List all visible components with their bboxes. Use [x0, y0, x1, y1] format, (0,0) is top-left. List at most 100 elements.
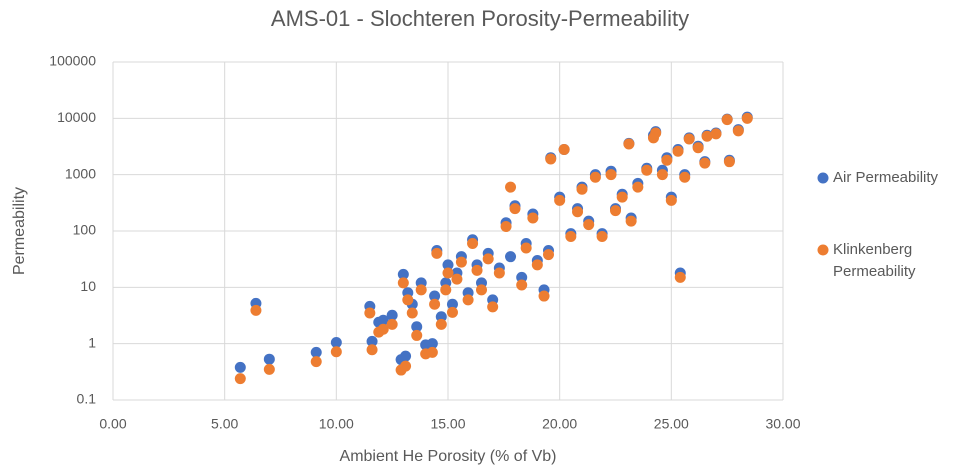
data-point [732, 125, 744, 137]
data-point [406, 307, 418, 319]
data-point [505, 181, 517, 193]
data-point [723, 156, 735, 168]
legend-label: Air Permeability [833, 169, 939, 186]
data-point [558, 143, 570, 155]
data-point [400, 360, 412, 372]
data-point [263, 353, 275, 365]
data-point [683, 133, 695, 145]
x-tick-label: 25.00 [654, 416, 689, 432]
data-point [455, 256, 467, 268]
data-point [442, 259, 454, 271]
data-point [377, 314, 389, 326]
data-point [505, 251, 517, 263]
data-point [509, 203, 521, 215]
data-point [596, 230, 608, 242]
data-point [554, 194, 566, 206]
data-point [330, 336, 342, 348]
data-point [741, 112, 753, 124]
data-point [482, 253, 494, 265]
x-tick-label: 5.00 [211, 416, 238, 432]
y-tick-label: 100 [73, 222, 97, 238]
data-point [442, 267, 454, 279]
data-point [446, 306, 458, 318]
data-point [431, 247, 443, 259]
data-point [250, 304, 262, 316]
x-tick-label: 10.00 [319, 416, 354, 432]
data-point [411, 321, 423, 333]
data-point [565, 230, 577, 242]
data-point [411, 329, 423, 341]
data-point [531, 259, 543, 271]
data-point [527, 212, 539, 224]
data-point [679, 171, 691, 183]
data-point [310, 346, 322, 358]
data-point [538, 290, 550, 302]
data-point [234, 361, 246, 373]
data-point [330, 346, 342, 358]
data-point [661, 154, 673, 166]
data-point [377, 323, 389, 335]
data-point [545, 153, 557, 165]
data-point [672, 145, 684, 157]
data-point [650, 127, 662, 139]
data-point [471, 264, 483, 276]
data-point [435, 318, 447, 330]
data-point [589, 171, 601, 183]
data-point [440, 284, 452, 296]
data-point [576, 183, 588, 195]
data-point [543, 249, 554, 261]
data-point [516, 271, 528, 283]
y-tick-label: 1 [88, 334, 96, 350]
data-point [701, 130, 713, 142]
data-point [386, 309, 398, 321]
data-point [426, 338, 438, 350]
data-point [656, 169, 668, 181]
data-point [435, 311, 447, 323]
data-point [400, 350, 412, 362]
data-point [397, 277, 409, 289]
chart-title: AMS-01 - Slochteren Porosity-Permeabilit… [271, 6, 689, 31]
data-point [500, 221, 512, 233]
data-point [692, 142, 704, 154]
data-point [467, 237, 479, 249]
data-point [516, 279, 528, 291]
legend-marker [817, 244, 829, 256]
y-tick-label: 10 [80, 278, 96, 294]
data-point [641, 164, 653, 176]
x-tick-label: 20.00 [542, 416, 577, 432]
data-point [310, 356, 322, 368]
y-tick-label: 1000 [65, 165, 96, 181]
y-tick-label: 10000 [57, 109, 96, 125]
data-point [487, 301, 499, 313]
data-point [386, 318, 398, 330]
y-axis-label: Permeability [11, 187, 28, 275]
data-point [429, 298, 441, 310]
legend-label: Klinkenberg Permeability [833, 241, 916, 280]
data-point [616, 191, 628, 203]
data-point [699, 157, 711, 169]
legend-marker [817, 172, 829, 184]
data-point [674, 271, 686, 283]
data-point [493, 267, 505, 279]
data-point [366, 335, 378, 347]
y-tick-label: 0.1 [77, 391, 97, 407]
y-tick-label: 100000 [49, 53, 96, 69]
data-point [605, 169, 617, 181]
data-point [426, 346, 438, 358]
data-point [476, 284, 487, 296]
data-point [402, 294, 414, 306]
data-point [721, 114, 733, 126]
data-point [234, 373, 246, 385]
data-point [429, 290, 441, 302]
data-point [665, 194, 677, 206]
x-tick-label: 15.00 [430, 416, 465, 432]
data-point [520, 242, 532, 254]
data-point [263, 363, 275, 375]
data-point [625, 215, 637, 227]
data-point [415, 284, 427, 296]
data-point [610, 205, 621, 217]
data-point [632, 181, 644, 193]
data-point [366, 344, 378, 356]
